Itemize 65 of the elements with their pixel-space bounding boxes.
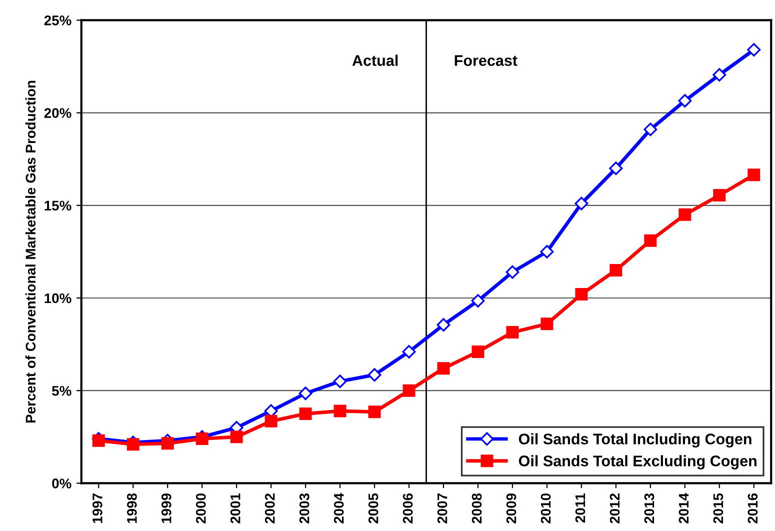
point (92, 434, 105, 447)
point (298, 386, 312, 400)
point (506, 265, 520, 279)
x-tick-label: 1998 (127, 493, 137, 523)
x-tick-label: 2005 (368, 493, 378, 524)
y-tick-label: 15% (44, 200, 72, 211)
point (540, 318, 554, 330)
point (471, 294, 485, 308)
y-tick-label: 5% (52, 386, 72, 396)
x-tick-label: 2003 (299, 493, 310, 524)
legend-label: Oil Sands Total Excluding Cogen (518, 455, 756, 470)
x-tick-label: 2009 (506, 493, 516, 524)
point (333, 374, 347, 388)
x-tick-label: 2016 (748, 493, 758, 524)
point (712, 68, 726, 82)
x-tick-label: 1999 (161, 493, 172, 523)
x-tick-label: 2001 (230, 493, 240, 524)
y-tick-label: 10% (44, 293, 72, 304)
y-tick-label: 25% (44, 16, 72, 26)
x-tick-label: 2011 (575, 493, 586, 523)
x-tick-label: 2002 (264, 493, 275, 524)
point (506, 326, 519, 339)
point (575, 288, 588, 301)
legend-label: Oil Sands Total Including Cogen (518, 433, 752, 448)
x-tick-label: 2004 (334, 493, 344, 524)
point (678, 94, 692, 108)
point (609, 162, 623, 176)
point (230, 430, 243, 444)
point (264, 414, 278, 428)
point (126, 438, 140, 451)
x-tick-label: 2008 (472, 493, 482, 524)
x-tick-label: 2012 (610, 493, 620, 524)
x-tick-label: 2007 (437, 494, 448, 524)
x-tick-label: 2014 (678, 493, 689, 524)
point (574, 196, 588, 210)
point (299, 408, 312, 420)
point (196, 432, 208, 446)
x-tick-label: 2000 (196, 494, 206, 524)
x-tick-label: 2015 (713, 493, 724, 524)
point (334, 404, 346, 418)
point (747, 43, 761, 57)
point (402, 384, 416, 397)
y-tick-label: 20% (44, 108, 72, 118)
y-tick-label: 0% (52, 478, 72, 488)
point (678, 208, 692, 221)
point (368, 406, 381, 418)
point (368, 368, 382, 382)
y-axis-title: Percent of Conventional Marketable Gas Production (25, 80, 36, 422)
annotation: Actual (352, 54, 398, 66)
x-tick-label: 2013 (644, 493, 654, 524)
point (436, 318, 450, 332)
point (644, 234, 657, 247)
x-tick-label: 1997 (92, 494, 102, 523)
point (713, 188, 726, 202)
point (540, 244, 554, 258)
point (472, 345, 484, 358)
annotation: Forecast (454, 55, 518, 66)
x-tick-label: 2006 (402, 493, 413, 524)
point (402, 344, 416, 358)
point (644, 122, 658, 136)
point (748, 168, 760, 182)
point (161, 437, 174, 450)
x-tick-label: 2010 (540, 494, 551, 524)
point (610, 264, 622, 276)
point (437, 362, 450, 375)
